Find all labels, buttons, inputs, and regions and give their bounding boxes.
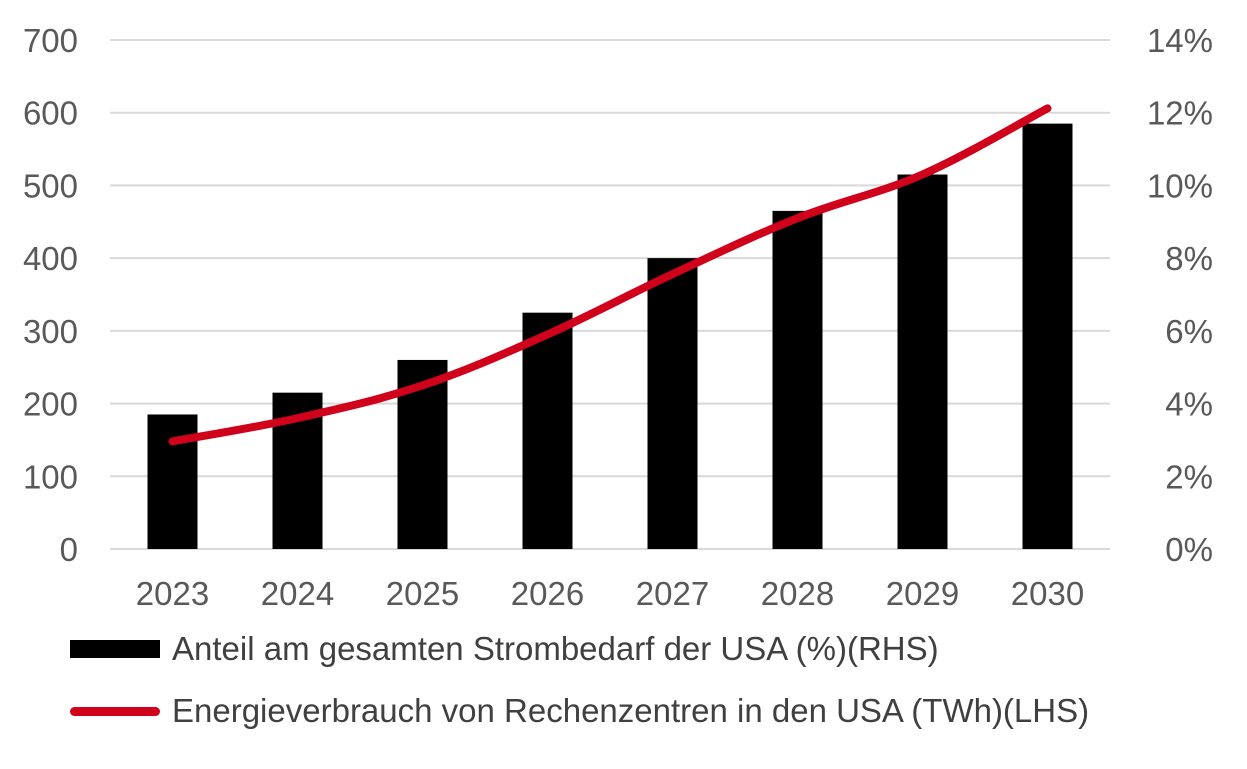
right-tick-label: 12%	[1147, 95, 1213, 132]
legend-swatch-line	[70, 706, 160, 716]
left-axis-ticks: 0 100 200 300 400 500 600 700	[23, 22, 78, 568]
legend-label-bar: Anteil am gesamten Strombedarf der USA (…	[172, 630, 939, 667]
left-tick-label: 400	[23, 240, 78, 277]
x-tick-label: 2027	[636, 575, 709, 612]
right-tick-label: 0%	[1165, 531, 1213, 568]
x-tick-label: 2030	[1011, 575, 1084, 612]
line-series	[168, 104, 1052, 446]
left-tick-label: 100	[23, 458, 78, 495]
bar	[647, 258, 698, 549]
bar	[897, 174, 948, 549]
right-tick-label: 10%	[1147, 167, 1213, 204]
left-tick-label: 600	[23, 95, 78, 132]
left-tick-label: 700	[23, 22, 78, 59]
x-tick-label: 2029	[886, 575, 959, 612]
legend-item-bar: Anteil am gesamten Strombedarf der USA (…	[70, 630, 939, 668]
legend-label-line: Energieverbrauch von Rechenzentren in de…	[172, 692, 1090, 729]
gridlines	[110, 39, 1110, 550]
right-tick-label: 8%	[1165, 240, 1213, 277]
x-axis-ticks: 2023 2024 2025 2026 2027 2028 2029 2030	[136, 575, 1084, 612]
x-tick-label: 2024	[261, 575, 334, 612]
right-tick-label: 4%	[1165, 386, 1213, 423]
right-tick-label: 6%	[1165, 313, 1213, 350]
legend-item-line: Energieverbrauch von Rechenzentren in de…	[70, 692, 1089, 730]
left-tick-label: 300	[23, 313, 78, 350]
x-tick-label: 2025	[386, 575, 459, 612]
bar	[772, 210, 823, 549]
series-line	[168, 104, 1052, 446]
bar	[1022, 123, 1073, 549]
left-tick-label: 0	[60, 531, 78, 568]
x-tick-label: 2023	[136, 575, 209, 612]
bar	[522, 312, 573, 549]
left-tick-label: 200	[23, 386, 78, 423]
bar-series	[147, 123, 1073, 549]
x-tick-label: 2028	[761, 575, 834, 612]
right-axis-ticks: 0% 2% 4% 6% 8% 10% 12% 14%	[1147, 22, 1213, 568]
left-tick-label: 500	[23, 167, 78, 204]
x-tick-label: 2026	[511, 575, 584, 612]
right-tick-label: 2%	[1165, 458, 1213, 495]
legend-swatch-bar	[70, 640, 160, 658]
right-tick-label: 14%	[1147, 22, 1213, 59]
